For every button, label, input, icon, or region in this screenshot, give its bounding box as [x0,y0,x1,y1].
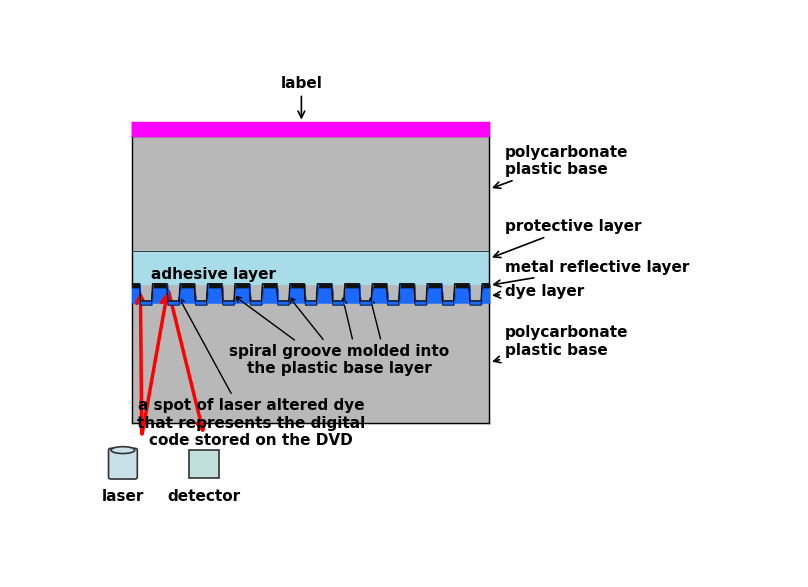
FancyBboxPatch shape [189,450,219,478]
Text: label: label [280,76,322,118]
Text: detector: detector [168,489,241,504]
Text: metal reflective layer: metal reflective layer [494,259,689,287]
Text: a spot of laser altered dye
that represents the digital
code stored on the DVD: a spot of laser altered dye that represe… [137,398,365,448]
Text: protective layer: protective layer [494,219,642,258]
Text: spiral groove molded into
the plastic base layer: spiral groove molded into the plastic ba… [229,344,449,376]
Text: laser: laser [102,488,144,504]
Text: dye layer: dye layer [494,285,584,299]
Text: adhesive layer: adhesive layer [151,267,276,282]
Text: polycarbonate
plastic base: polycarbonate plastic base [494,144,629,188]
FancyBboxPatch shape [108,448,137,479]
Ellipse shape [111,447,135,454]
Text: polycarbonate
plastic base: polycarbonate plastic base [494,325,629,363]
